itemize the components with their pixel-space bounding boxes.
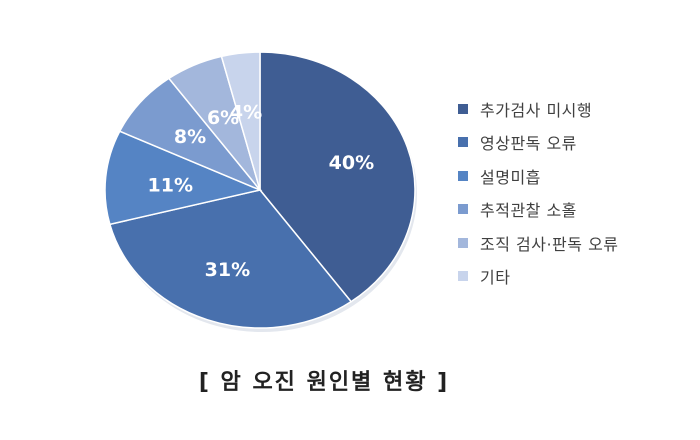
legend-label-3: 설명미흡: [480, 167, 541, 187]
slice-value-label-4: 8%: [174, 126, 206, 148]
legend-item-1: 추가검사 미시행: [458, 92, 619, 126]
legend-label-4: 추적관찰 소홀: [480, 201, 577, 221]
legend-label-1: 추가검사 미시행: [480, 100, 593, 120]
legend-item-2: 영상판독 오류: [458, 126, 619, 160]
slice-value-label-6: 4%: [230, 102, 262, 124]
legend-item-5: 조직 검사·판독 오류: [458, 226, 619, 260]
pie-slice-2: [108, 189, 353, 329]
pie-slice-3: [104, 130, 263, 226]
legend-label-2: 영상판독 오류: [480, 134, 577, 154]
slice-value-label-2: 31%: [205, 259, 250, 281]
legend-swatch-2: [458, 137, 468, 148]
slice-value-label-1: 40%: [329, 152, 374, 174]
legend-item-4: 추적관찰 소홀: [458, 193, 619, 227]
legend-swatch-4: [458, 204, 468, 215]
slice-value-label-3: 11%: [148, 174, 193, 196]
chart-title: [ 암 오진 원인별 현황 ]: [198, 370, 450, 395]
legend-swatch-6: [458, 271, 468, 282]
legend-swatch-1: [458, 103, 468, 114]
legend-item-6: 기타: [458, 260, 619, 294]
pie-slice-1: [259, 51, 416, 303]
legend-label-5: 조직 검사·판독 오류: [480, 234, 619, 254]
slice-value-label-5: 6%: [207, 107, 239, 129]
pie-slice-6: [220, 51, 261, 191]
legend-item-3: 설명미흡: [458, 159, 619, 193]
legend-swatch-5: [458, 237, 468, 248]
legend-label-6: 기타: [480, 268, 511, 288]
legend-swatch-3: [458, 170, 468, 181]
